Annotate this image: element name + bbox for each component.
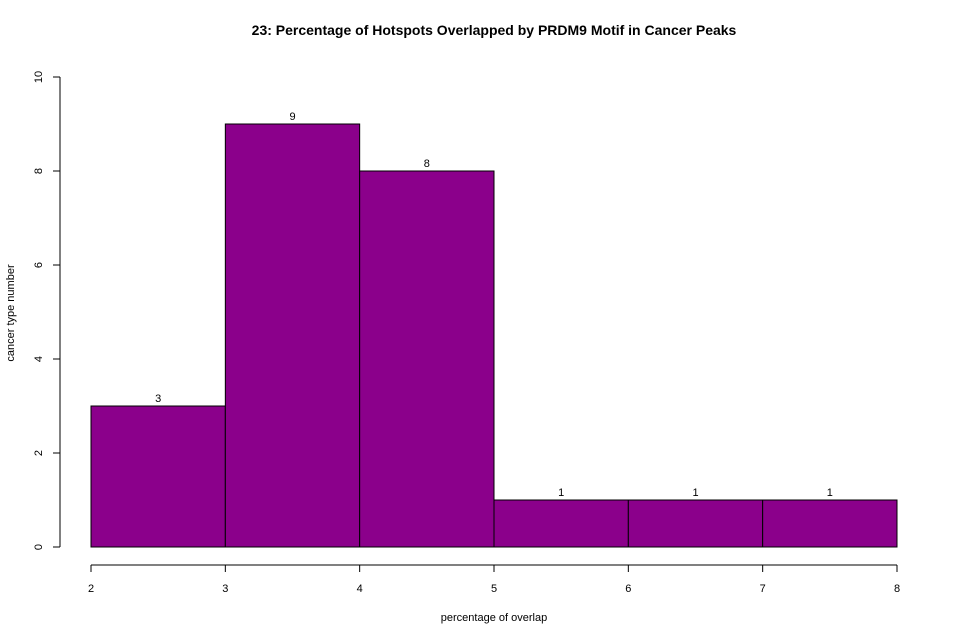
bar-count-label: 1 [692, 487, 698, 499]
bar-count-label: 1 [558, 487, 564, 499]
x-tick-label: 2 [88, 583, 94, 595]
x-tick-label: 3 [222, 583, 228, 595]
y-tick-label: 10 [33, 71, 45, 83]
chart-title: 23: Percentage of Hotspots Overlapped by… [252, 22, 737, 38]
x-tick-label: 4 [357, 583, 363, 595]
x-tick-label: 6 [625, 583, 631, 595]
bar-count-label: 8 [424, 158, 430, 170]
y-tick-label: 2 [33, 450, 45, 456]
x-tick-label: 8 [894, 583, 900, 595]
histogram-bar [627, 499, 764, 548]
y-axis: 0 2 4 6 8 10 [33, 71, 61, 550]
bar-count-label: 1 [827, 487, 833, 499]
x-tick-label: 7 [760, 583, 766, 595]
bar-count-label: 9 [289, 111, 295, 123]
plot-area: 3 9 8 1 1 1 [90, 111, 898, 548]
bar-count-label: 3 [155, 393, 161, 405]
x-axis: 2 3 4 5 6 7 8 [88, 564, 900, 595]
histogram-bar [90, 405, 226, 548]
histogram-bar [224, 123, 361, 548]
x-tick-label: 5 [491, 583, 497, 595]
y-tick-label: 4 [33, 356, 45, 362]
y-tick-label: 8 [33, 168, 45, 174]
y-tick-label: 6 [33, 262, 45, 268]
histogram-bar [359, 170, 495, 548]
histogram-bar [493, 499, 629, 548]
x-axis-label: percentage of overlap [441, 612, 547, 624]
histogram-bar [762, 499, 898, 548]
y-axis-label: cancer type number [5, 264, 17, 362]
y-tick-label: 0 [33, 544, 45, 550]
